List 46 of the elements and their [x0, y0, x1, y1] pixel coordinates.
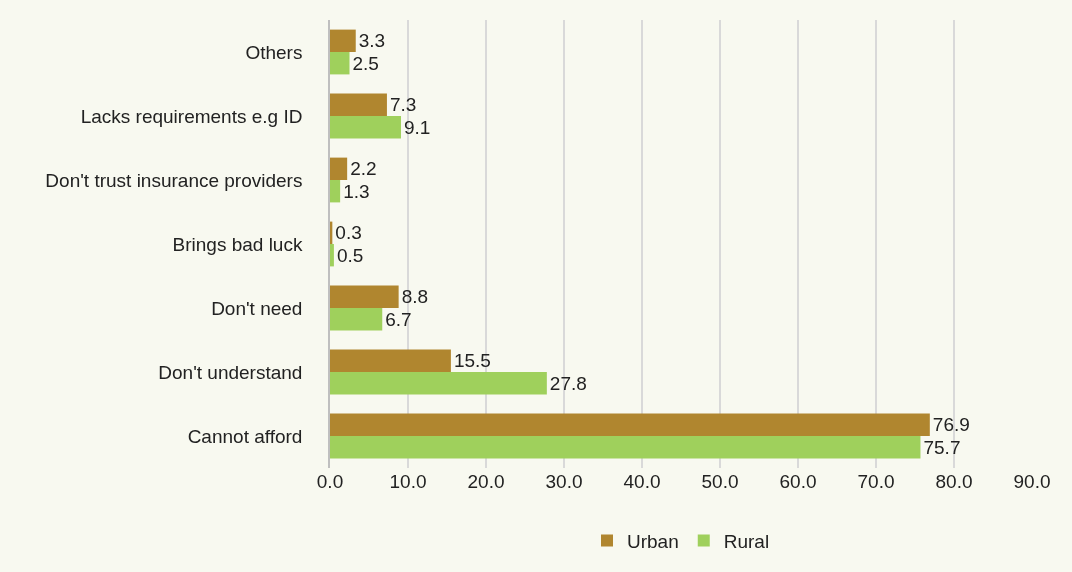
- x-tick-label: 30.0: [545, 471, 583, 492]
- y-tick-label: Don't need: [211, 297, 303, 319]
- data-label: 15.5: [453, 350, 491, 372]
- bar: [330, 93, 387, 116]
- data-label: 75.7: [923, 436, 961, 458]
- x-tick-label: 70.0: [857, 471, 895, 492]
- data-label: 8.8: [401, 286, 429, 308]
- data-label: 0.3: [335, 222, 362, 244]
- y-tick-label: Others: [245, 41, 303, 63]
- bar: [330, 116, 401, 139]
- data-label: 6.7: [385, 308, 412, 330]
- bar: [330, 413, 930, 436]
- legend-label: Rural: [723, 531, 770, 553]
- bar: [330, 157, 348, 180]
- y-tick-label: Brings bad luck: [172, 233, 303, 255]
- bar: [330, 244, 334, 267]
- bar: [330, 29, 356, 52]
- data-label: 2.2: [350, 158, 377, 180]
- data-label: 0.5: [336, 244, 364, 266]
- bar: [330, 372, 547, 395]
- y-tick-label: Cannot afford: [187, 425, 303, 447]
- data-label: 2.5: [352, 52, 379, 74]
- bar: [330, 180, 341, 203]
- data-label: 27.8: [549, 372, 587, 394]
- x-tick-label: 60.0: [779, 471, 817, 492]
- x-tick-label: 50.0: [701, 471, 739, 492]
- bar: [330, 285, 399, 308]
- bar: [330, 349, 451, 372]
- data-label: 7.3: [389, 94, 417, 116]
- legend-label: Urban: [627, 531, 679, 553]
- x-tick-label: 0.0: [316, 471, 344, 492]
- x-tick-label: 80.0: [935, 471, 973, 492]
- data-label: 3.3: [358, 30, 386, 52]
- bar: [330, 52, 350, 75]
- data-label: 9.1: [403, 116, 431, 138]
- data-label: 76.9: [932, 414, 970, 436]
- x-tick-label: 40.0: [623, 471, 661, 492]
- y-tick-label: Don't understand: [158, 361, 303, 383]
- data-label: 1.3: [343, 180, 370, 202]
- x-tick-label: 90.0: [1013, 471, 1051, 492]
- x-tick-label: 20.0: [467, 471, 505, 492]
- bar: [330, 308, 383, 331]
- y-tick-label: Don't trust insurance providers: [45, 169, 303, 191]
- bar: [330, 436, 921, 459]
- x-tick-label: 10.0: [389, 471, 427, 492]
- y-tick-label: Lacks requirements e.g ID: [80, 105, 303, 127]
